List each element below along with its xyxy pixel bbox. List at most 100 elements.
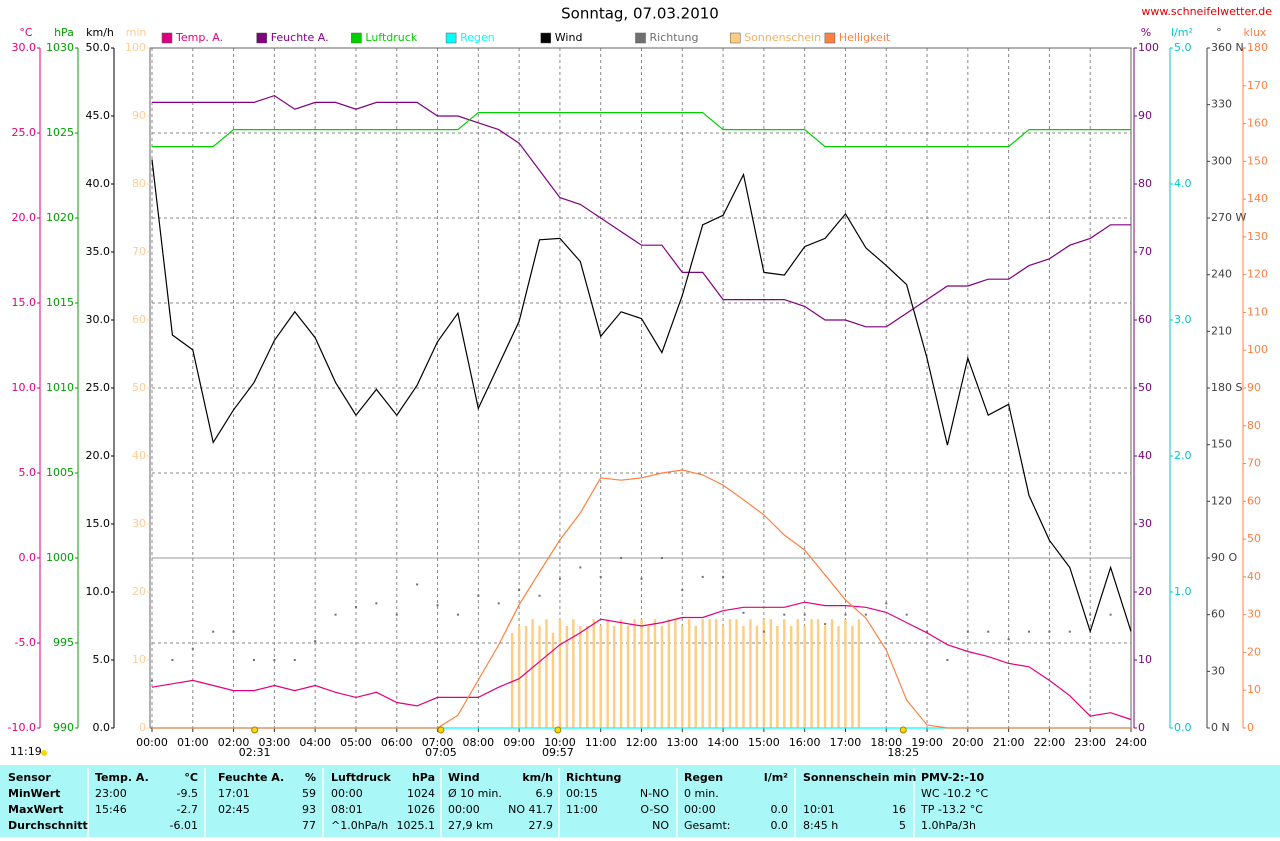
y-tick-label: 70 <box>132 245 146 258</box>
y-tick-label: 60 <box>1247 494 1261 507</box>
table-cell: 08:01 <box>331 803 363 816</box>
axis-unit: °C <box>19 26 33 39</box>
sunshine-bar <box>653 619 657 728</box>
table-cell: 27,9 km <box>448 819 493 832</box>
direction-dot <box>1068 630 1071 633</box>
direction-dot <box>456 613 459 616</box>
series-line <box>151 159 1132 634</box>
y-tick-label: 15.0 <box>12 296 37 309</box>
sunshine-bar <box>816 619 820 728</box>
table-cell: Sensor <box>8 771 51 784</box>
direction-dot <box>477 594 480 597</box>
x-tick-label: 18:00 <box>870 736 902 749</box>
y-tick-label: 30 <box>132 517 146 530</box>
y-tick-label: 50.0 <box>86 41 111 54</box>
y-tick-label: 180 <box>1247 41 1268 54</box>
legend-label: Feuchte A. <box>271 31 329 44</box>
direction-dot <box>905 613 908 616</box>
sunshine-bar <box>647 626 650 728</box>
chart-title: Sonntag, 07.03.2010 <box>561 5 719 23</box>
y-tick-label: 20 <box>132 585 146 598</box>
direction-dot <box>273 659 276 661</box>
sunshine-bar <box>694 626 697 728</box>
x-tick-label: 24:00 <box>1115 736 1147 749</box>
x-tick-label: 22:00 <box>1034 736 1066 749</box>
x-tick-label: 16:00 <box>789 736 821 749</box>
table-cell: hPa <box>412 771 435 784</box>
table-cell: 5 <box>899 819 906 832</box>
x-tick-label: 04:00 <box>299 736 331 749</box>
sunshine-bar <box>755 626 759 728</box>
direction-dot <box>293 659 296 661</box>
table-cell: Regen <box>684 771 723 784</box>
sunshine-bar <box>633 619 636 728</box>
y-tick-label: 30 <box>1211 664 1225 677</box>
legend-swatch <box>729 32 741 44</box>
y-tick-label: 0 <box>139 721 146 734</box>
table-cell: 93 <box>302 803 316 816</box>
sunshine-bar <box>572 619 575 728</box>
axis-unit: km/h <box>86 26 114 39</box>
series-line <box>152 469 1131 729</box>
x-tick-label: 13:00 <box>666 736 698 749</box>
y-tick-label: 0.0 <box>19 551 37 564</box>
site-link: www.schneifelwetter.de <box>1141 5 1272 18</box>
sunshine-bar <box>626 626 630 728</box>
y-tick-label: 50 <box>1138 381 1152 394</box>
y-tick-label: 150 <box>1211 438 1232 451</box>
y-tick-label: 60 <box>1138 313 1152 326</box>
sunshine-bar <box>565 626 569 728</box>
left-time-marker <box>41 750 47 756</box>
sunshine-bar <box>728 619 732 728</box>
x-tick-label: 03:00 <box>259 736 291 749</box>
sunshine-bar <box>790 626 793 728</box>
table-cell: 1025.1 <box>397 819 436 832</box>
y-tick-label: 1.0 <box>1174 585 1192 598</box>
y-tick-label: 5.0 <box>19 466 37 479</box>
legend-label: Wind <box>555 31 583 44</box>
legend-label: Regen <box>460 31 495 44</box>
direction-dot <box>395 613 398 616</box>
legend-swatch <box>161 32 173 44</box>
y-tick-label: 300 <box>1211 154 1232 167</box>
sunshine-bar <box>851 626 854 728</box>
legend-label: Temp. A. <box>175 31 223 44</box>
table-cell: 11:00 <box>566 803 598 816</box>
y-tick-label: 990 <box>53 721 74 734</box>
direction-dot <box>252 659 255 661</box>
direction-dot <box>436 604 439 607</box>
x-tick-label: 15:00 <box>748 736 780 749</box>
y-tick-label: 100 <box>1247 343 1268 356</box>
y-tick-label: 25.0 <box>12 126 37 139</box>
x-tick-label: 11:00 <box>585 736 617 749</box>
y-tick-label: 120 <box>1247 268 1268 281</box>
y-tick-label: 240 <box>1211 268 1232 281</box>
y-tick-label: 80 <box>1247 419 1261 432</box>
y-tick-label: 35.0 <box>86 245 111 258</box>
table-cell: 02:45 <box>218 803 250 816</box>
y-tick-label: 20 <box>1247 645 1261 658</box>
table-cell: TP -13.2 °C <box>920 803 983 816</box>
y-tick-label: 130 <box>1247 230 1268 243</box>
y-tick-label: 100 <box>125 41 146 54</box>
y-tick-label: 80 <box>1138 177 1152 190</box>
sunshine-bar <box>619 619 623 728</box>
y-tick-label: 170 <box>1247 79 1268 92</box>
table-cell: Richtung <box>566 771 621 784</box>
event-label: 09:57 <box>542 746 574 759</box>
y-tick-label: 40 <box>1247 570 1261 583</box>
y-tick-label: 60 <box>1211 608 1225 621</box>
legend-swatch <box>540 32 552 44</box>
sunshine-bar <box>592 619 595 728</box>
sunshine-bar <box>721 626 725 728</box>
y-tick-label: 70 <box>1247 457 1261 470</box>
sunshine-bar <box>837 626 840 728</box>
y-tick-label: 1020 <box>46 211 74 224</box>
legend-swatch <box>635 32 646 44</box>
y-tick-label: 120 <box>1211 494 1232 507</box>
x-tick-label: 21:00 <box>993 736 1025 749</box>
y-tick-label: 50 <box>1247 532 1261 545</box>
sunshine-bar <box>531 619 534 728</box>
legend-swatch <box>351 32 362 44</box>
direction-dot <box>558 577 561 580</box>
